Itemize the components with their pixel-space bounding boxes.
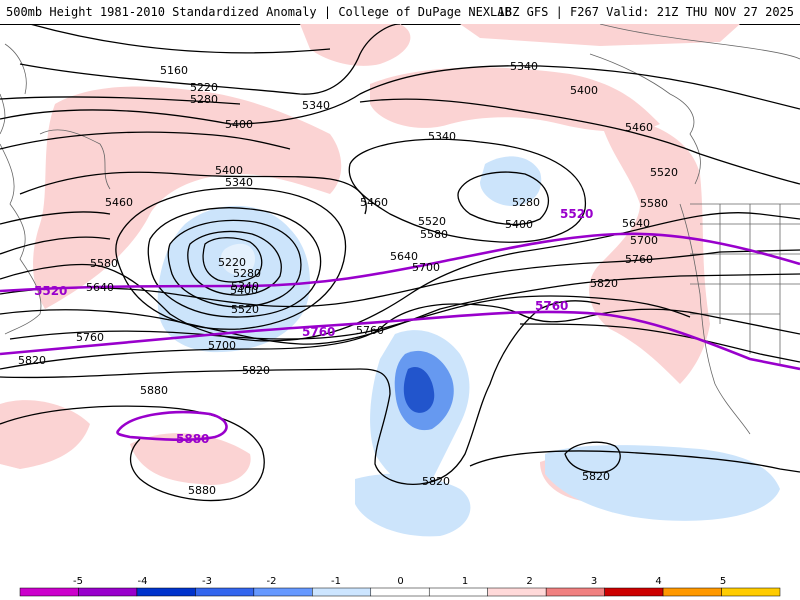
colorbar-segment (487, 587, 547, 597)
contour-label-5580-c: 5580 (90, 257, 118, 270)
colorbar-segment (253, 587, 313, 597)
contour-label-5640: 5640 (622, 217, 650, 230)
contour-label-5820-e: 5820 (582, 470, 610, 483)
anomaly-map: 5160 5220 5280 5340 5400 5340 5400 5340 … (0, 24, 800, 537)
colorbar-tick-label: 0 (397, 576, 403, 587)
contour-label-5520: 5520 (650, 166, 678, 179)
contour-label-5220: 5220 (190, 81, 218, 94)
contour-label-5760: 5760 (625, 253, 653, 266)
map-area: 5160 5220 5280 5340 5400 5340 5400 5340 … (0, 24, 800, 572)
colorbar-graphic: -5 -4 -3 -2 -1 0 1 2 3 4 5 (19, 576, 781, 597)
colorbar-segment (604, 587, 664, 597)
colorbar-segment (136, 587, 196, 597)
contour-label-5280-c: 5280 (233, 267, 261, 280)
contour-label-5580: 5580 (420, 228, 448, 241)
coastlines (0, 24, 800, 435)
highlighted-contours (0, 232, 800, 442)
contour-label-5520-c: 5520 (231, 303, 259, 316)
contour-label-5880-b: 5880 (188, 484, 216, 497)
contour-label-5280: 5280 (190, 93, 218, 106)
height-contours (0, 24, 800, 502)
colorbar: -5 -4 -3 -2 -1 0 1 2 3 4 5 (0, 572, 800, 600)
colorbar-segment (662, 587, 722, 597)
contour-label-5700-c: 5700 (208, 339, 236, 352)
contour-label-5400-c: 5400 (215, 164, 243, 177)
map-title: 500mb Height 1981-2010 Standardized Anom… (6, 5, 512, 19)
contour-label-5160: 5160 (160, 64, 188, 77)
colorbar-tick-label: 1 (462, 576, 468, 587)
contour-label-5820-b: 5820 (18, 354, 46, 367)
contour-label-5880: 5880 (140, 384, 168, 397)
contour-label-5460-c: 5460 (360, 196, 388, 209)
colorbar-tick-label: 5 (720, 576, 726, 587)
colorbar-tick-label: 2 (526, 576, 532, 587)
highlight-label-5760-b: 5760 (535, 299, 568, 313)
highlight-label-group: 5520 5520 5760 5760 5880 (34, 207, 593, 446)
highlight-label-5760: 5760 (302, 325, 335, 339)
highlight-label-5880: 5880 (176, 432, 209, 446)
colorbar-tick-label: -5 (73, 576, 83, 587)
colorbar-segment (312, 587, 372, 597)
contour-label-5340-c: 5340 (428, 130, 456, 143)
colorbar-tick-label: -1 (331, 576, 341, 587)
contour-label-5220-b: 5220 (218, 256, 246, 269)
contour-label-5400-b: 5400 (570, 84, 598, 97)
contour-label-5820-d: 5820 (422, 475, 450, 488)
contour-label-5340-e: 5340 (231, 280, 259, 293)
contour-label-5340: 5340 (302, 99, 330, 112)
contour-label-5340-b: 5340 (510, 60, 538, 73)
contour-label-5400-e: 5400 (230, 284, 258, 297)
highlight-label-5520: 5520 (34, 284, 67, 298)
negative-anomaly-fill (157, 156, 780, 537)
contour-label-5640-c: 5640 (86, 281, 114, 294)
contour-label-5820: 5820 (590, 277, 618, 290)
contour-label-5460-b: 5460 (105, 196, 133, 209)
colorbar-tick-label: 3 (591, 576, 597, 587)
contour-label-5640-b: 5640 (390, 250, 418, 263)
contour-label-5280-b: 5280 (512, 196, 540, 209)
contour-label-5700-b: 5700 (412, 261, 440, 274)
model-valid-time: 18Z GFS | F267 Valid: 21Z THU NOV 27 202… (497, 5, 794, 19)
contour-label-5400: 5400 (225, 118, 253, 131)
contour-label-5400-d: 5400 (505, 218, 533, 231)
contour-label-5460: 5460 (625, 121, 653, 134)
colorbar-segment (721, 587, 781, 597)
contour-label-5520-b: 5520 (418, 215, 446, 228)
colorbar-segment (545, 587, 605, 597)
colorbar-segment (428, 587, 488, 597)
colorbar-tick-label: -4 (138, 576, 148, 587)
map-header: 500mb Height 1981-2010 Standardized Anom… (0, 0, 800, 25)
colorbar-segment (78, 587, 138, 597)
contour-label-5340-d: 5340 (225, 176, 253, 189)
contour-label-5700: 5700 (630, 234, 658, 247)
colorbar-segment (19, 587, 79, 597)
contour-label-group: 5160 5220 5280 5340 5400 5340 5400 5340 … (18, 60, 678, 497)
colorbar-tick-label: 4 (655, 576, 661, 587)
colorbar-segment (370, 587, 430, 597)
colorbar-tick-label: -3 (202, 576, 212, 587)
contour-label-5760-c: 5760 (356, 324, 384, 337)
contour-label-5820-c: 5820 (242, 364, 270, 377)
colorbar-tick-label: -2 (267, 576, 277, 587)
colorbar-segment (195, 587, 255, 597)
highlight-label-5520-b: 5520 (560, 207, 593, 221)
contour-label-5760-b: 5760 (76, 331, 104, 344)
contour-label-5580-b: 5580 (640, 197, 668, 210)
